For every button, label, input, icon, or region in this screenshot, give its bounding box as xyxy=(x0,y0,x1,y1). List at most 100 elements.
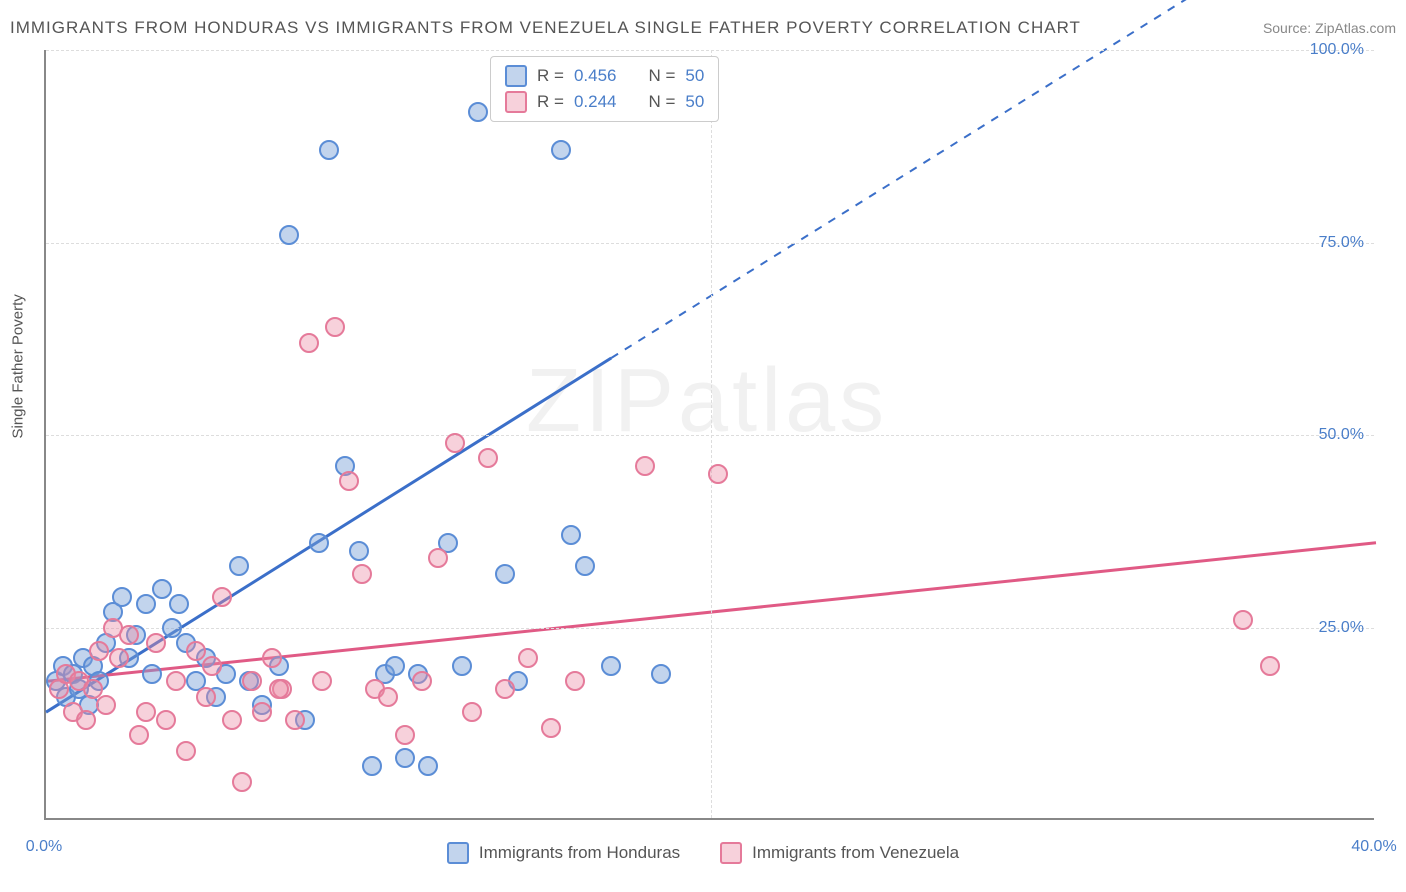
scatter-point xyxy=(202,656,222,676)
n-value-honduras: 50 xyxy=(685,66,704,86)
scatter-point xyxy=(166,671,186,691)
scatter-point xyxy=(156,710,176,730)
stats-legend: R = 0.456 N = 50 R = 0.244 N = 50 xyxy=(490,56,719,122)
scatter-point xyxy=(129,725,149,745)
y-axis-label: Single Father Poverty xyxy=(10,294,27,438)
scatter-point xyxy=(635,456,655,476)
scatter-point xyxy=(152,579,172,599)
plot-area: ZIPatlas 25.0%50.0%75.0%100.0% xyxy=(44,50,1374,820)
r-value-venezuela: 0.244 xyxy=(574,92,617,112)
r-label: R = xyxy=(537,92,564,112)
scatter-point xyxy=(299,333,319,353)
scatter-point xyxy=(76,710,96,730)
source-attribution: Source: ZipAtlas.com xyxy=(1263,20,1396,36)
scatter-point xyxy=(452,656,472,676)
scatter-point xyxy=(222,710,242,730)
scatter-point xyxy=(708,464,728,484)
scatter-point xyxy=(252,702,272,722)
scatter-point xyxy=(232,772,252,792)
y-tick-label: 50.0% xyxy=(1319,426,1364,444)
legend-label-venezuela: Immigrants from Venezuela xyxy=(752,843,959,863)
scatter-point xyxy=(565,671,585,691)
scatter-point xyxy=(119,625,139,645)
scatter-point xyxy=(385,656,405,676)
scatter-point xyxy=(495,564,515,584)
scatter-point xyxy=(176,741,196,761)
scatter-point xyxy=(229,556,249,576)
scatter-point xyxy=(478,448,498,468)
scatter-point xyxy=(96,695,116,715)
y-tick-label: 25.0% xyxy=(1319,619,1364,637)
legend-item-honduras: Immigrants from Honduras xyxy=(447,842,680,864)
legend-label-honduras: Immigrants from Honduras xyxy=(479,843,680,863)
gridline-h xyxy=(46,243,1374,244)
scatter-point xyxy=(395,725,415,745)
scatter-point xyxy=(89,641,109,661)
scatter-point xyxy=(136,702,156,722)
scatter-point xyxy=(468,102,488,122)
stats-row-honduras: R = 0.456 N = 50 xyxy=(505,63,704,89)
gridline-h xyxy=(46,435,1374,436)
bottom-legend: Immigrants from Honduras Immigrants from… xyxy=(0,842,1406,864)
gridline-h xyxy=(46,628,1374,629)
y-tick-label: 75.0% xyxy=(1319,234,1364,252)
scatter-point xyxy=(242,671,262,691)
scatter-point xyxy=(196,687,216,707)
scatter-point xyxy=(339,471,359,491)
scatter-point xyxy=(1260,656,1280,676)
x-tick-label: 0.0% xyxy=(26,838,62,856)
swatch-venezuela-icon xyxy=(720,842,742,864)
scatter-point xyxy=(109,648,129,668)
scatter-point xyxy=(352,564,372,584)
n-value-venezuela: 50 xyxy=(685,92,704,112)
y-tick-label: 100.0% xyxy=(1310,41,1364,59)
scatter-point xyxy=(601,656,621,676)
scatter-point xyxy=(551,140,571,160)
scatter-point xyxy=(112,587,132,607)
scatter-point xyxy=(136,594,156,614)
chart-title: IMMIGRANTS FROM HONDURAS VS IMMIGRANTS F… xyxy=(10,18,1081,38)
scatter-point xyxy=(285,710,305,730)
x-tick-label: 40.0% xyxy=(1351,838,1396,856)
scatter-point xyxy=(146,633,166,653)
stats-row-venezuela: R = 0.244 N = 50 xyxy=(505,89,704,115)
scatter-point xyxy=(445,433,465,453)
scatter-point xyxy=(412,671,432,691)
scatter-point xyxy=(428,548,448,568)
legend-item-venezuela: Immigrants from Venezuela xyxy=(720,842,959,864)
scatter-point xyxy=(651,664,671,684)
scatter-point xyxy=(349,541,369,561)
scatter-point xyxy=(319,140,339,160)
swatch-venezuela xyxy=(505,91,527,113)
scatter-point xyxy=(269,679,289,699)
scatter-point xyxy=(325,317,345,337)
swatch-honduras xyxy=(505,65,527,87)
scatter-point xyxy=(279,225,299,245)
scatter-point xyxy=(462,702,482,722)
scatter-point xyxy=(362,756,382,776)
scatter-point xyxy=(309,533,329,553)
scatter-point xyxy=(142,664,162,684)
scatter-point xyxy=(395,748,415,768)
scatter-point xyxy=(575,556,595,576)
scatter-point xyxy=(541,718,561,738)
r-label: R = xyxy=(537,66,564,86)
scatter-point xyxy=(186,641,206,661)
title-bar: IMMIGRANTS FROM HONDURAS VS IMMIGRANTS F… xyxy=(10,18,1396,38)
n-label: N = xyxy=(648,92,675,112)
scatter-point xyxy=(1233,610,1253,630)
gridline-h xyxy=(46,50,1374,51)
swatch-honduras-icon xyxy=(447,842,469,864)
scatter-point xyxy=(495,679,515,699)
gridline-v xyxy=(711,50,712,818)
scatter-point xyxy=(262,648,282,668)
scatter-point xyxy=(169,594,189,614)
scatter-point xyxy=(518,648,538,668)
scatter-point xyxy=(378,687,398,707)
scatter-point xyxy=(312,671,332,691)
scatter-point xyxy=(212,587,232,607)
scatter-point xyxy=(561,525,581,545)
r-value-honduras: 0.456 xyxy=(574,66,617,86)
scatter-point xyxy=(418,756,438,776)
chart-lines xyxy=(46,50,1374,818)
